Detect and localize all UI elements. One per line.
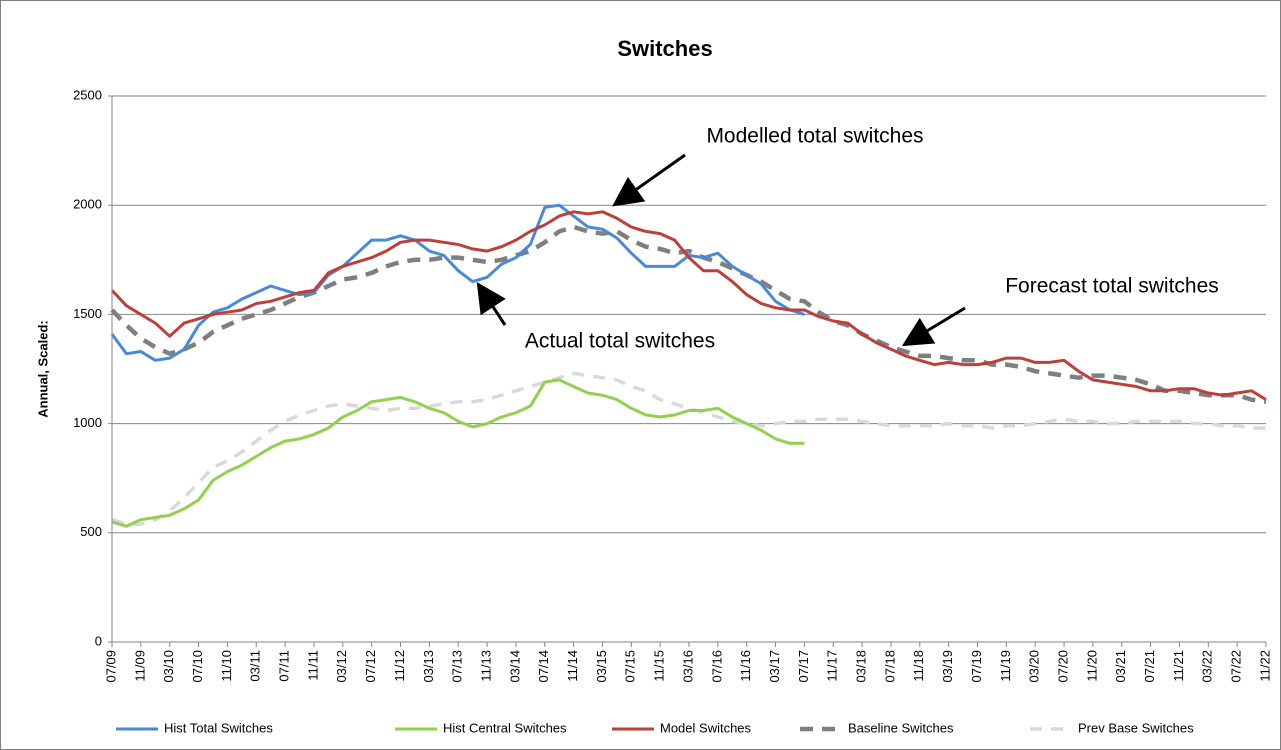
x-tick-label: 03/20	[1027, 650, 1042, 683]
plot-lines	[110, 203, 1267, 528]
x-tick-label: 11/20	[1084, 650, 1099, 682]
x-tick-label: 03/14	[507, 650, 522, 683]
legend: Hist Total Switches Hist Central Switches…	[116, 720, 1194, 735]
annotation: Forecast total switches	[1005, 275, 1219, 298]
x-tick-label: 11/14	[565, 650, 580, 682]
x-tick-label: 11/13	[478, 650, 493, 682]
x-tick-label: 07/15	[623, 650, 638, 683]
annotation-arrow	[476, 281, 507, 326]
legend-label: Model Switches	[660, 720, 752, 735]
x-tick-label: 07/18	[882, 650, 897, 683]
x-tick-label: 11/19	[998, 650, 1013, 682]
x-tick-label: 07/13	[450, 650, 465, 683]
x-tick-label: 03/13	[421, 650, 436, 683]
x-tick-label: 03/10	[161, 650, 176, 683]
x-tick-label: 11/11	[305, 650, 320, 681]
y-tick-label: 1500	[73, 306, 102, 321]
x-tick-label: 11/12	[392, 650, 407, 682]
legend-label: Baseline Switches	[848, 720, 954, 735]
y-tick-label: 2000	[73, 197, 102, 212]
x-tick-label: 07/22	[1229, 650, 1244, 683]
x-tick-label: 07/11	[277, 650, 292, 682]
y-tick-label: 0	[95, 633, 102, 648]
annotation: Modelled total switches	[706, 125, 923, 148]
x-tick-label: 11/09	[132, 650, 147, 682]
x-tick-label: 11/18	[911, 650, 926, 682]
legend-label: Prev Base Switches	[1078, 720, 1194, 735]
legend-label: Hist Central Switches	[443, 720, 567, 735]
x-tick-label: 03/22	[1200, 650, 1215, 683]
x-tick-label: 11/17	[825, 650, 840, 682]
x-tick-label: 11/21	[1171, 650, 1186, 682]
x-tick-label: 03/11	[248, 650, 263, 682]
y-tick-label: 2500	[73, 87, 102, 102]
chart-title: Switches	[617, 36, 712, 61]
x-tick-label: 07/21	[1142, 650, 1157, 683]
x-tick-label: 07/14	[536, 650, 551, 683]
legend-label: Hist Total Switches	[164, 720, 273, 735]
y-tick-label: 1000	[73, 415, 102, 430]
x-tick-label: 07/16	[709, 650, 724, 683]
annotation: Actual total switches	[525, 330, 715, 353]
x-tick-label: 03/16	[680, 650, 695, 683]
x-tick-label: 07/19	[969, 650, 984, 683]
y-axis-label: Annual, Scaled:	[35, 320, 50, 418]
x-tick-label: 07/12	[363, 650, 378, 683]
series-line	[111, 371, 1266, 526]
x-tick-label: 03/12	[334, 650, 349, 683]
x-tick-label: 07/20	[1055, 650, 1070, 683]
x-tick-label: 07/17	[796, 650, 811, 683]
y-tick-label: 500	[80, 524, 102, 539]
x-tick-label: 03/17	[767, 650, 782, 683]
x-tick-label: 03/21	[1113, 650, 1128, 683]
x-tick-label: 07/10	[190, 650, 205, 683]
series-line	[110, 210, 1267, 401]
series-line	[111, 378, 805, 528]
annotation-arrow	[612, 153, 686, 207]
x-tick-label: 03/15	[594, 650, 609, 683]
annotation-arrow	[901, 306, 966, 347]
annotations: Modelled total switches Actual total swi…	[476, 125, 1219, 353]
x-tick-label: 11/10	[219, 650, 234, 682]
x-tick-label: 11/15	[652, 650, 667, 682]
x-tick-label: 03/18	[854, 650, 869, 683]
x-tick-label: 03/19	[940, 650, 955, 683]
x-tick-label: 07/09	[103, 650, 118, 683]
x-tick-label: 11/22	[1257, 650, 1272, 682]
x-tick-label: 11/16	[738, 650, 753, 682]
axes: 0 500 1000 1500 2000 2500 07/09 11/09 03/10 07/10…	[73, 87, 1272, 682]
